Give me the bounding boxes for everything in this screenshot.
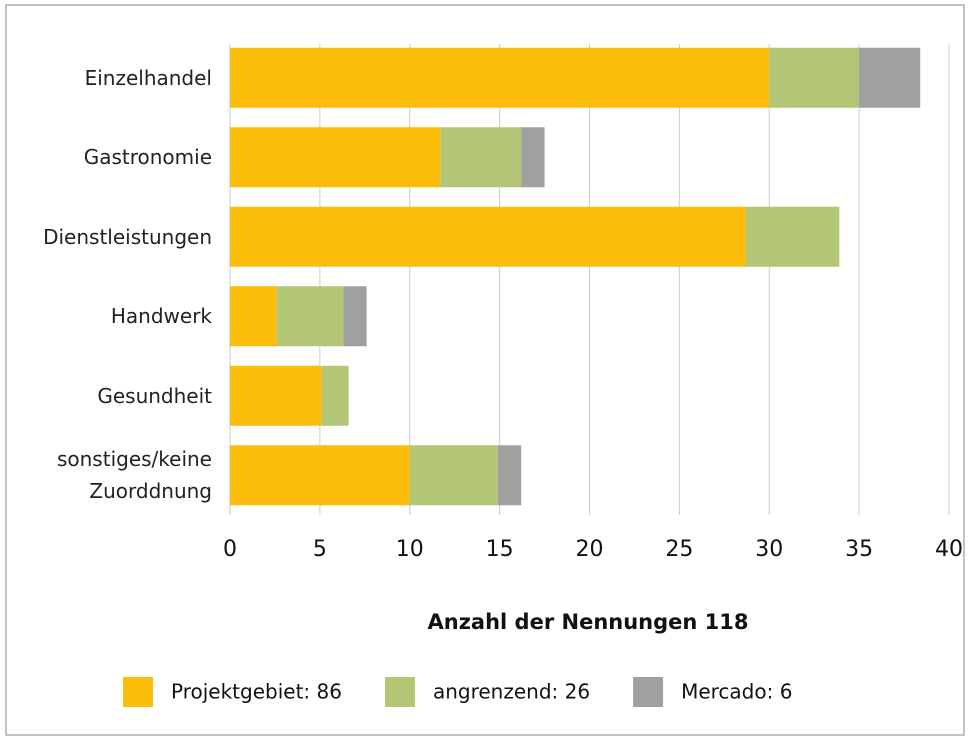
x-tick-label: 15 bbox=[486, 537, 514, 562]
x-tick-label: 40 bbox=[935, 537, 963, 562]
x-tick-label: 35 bbox=[845, 537, 873, 562]
category-label: Einzelhandel bbox=[84, 65, 212, 90]
category-label: Gesundheit bbox=[97, 383, 212, 408]
bar-segment bbox=[745, 206, 840, 267]
legend-label: Mercado: 6 bbox=[681, 680, 792, 704]
category-label: Gastronomie bbox=[83, 145, 212, 170]
bar-segment bbox=[230, 127, 441, 188]
legend-swatch bbox=[123, 677, 153, 707]
legend-swatch bbox=[384, 677, 415, 707]
legend-swatch bbox=[633, 677, 664, 707]
bar-segment bbox=[230, 445, 410, 506]
x-tick-label: 0 bbox=[223, 537, 237, 562]
bar-segment bbox=[276, 286, 344, 347]
bar-segment bbox=[521, 127, 545, 188]
bar-segment bbox=[409, 445, 498, 506]
category-label: Dienstleistungen bbox=[43, 224, 212, 249]
x-tick-label: 20 bbox=[576, 537, 604, 562]
bar-segment bbox=[321, 365, 349, 426]
legend-label: Projektgebiet: 86 bbox=[171, 680, 342, 704]
category-label: Handwerk bbox=[110, 304, 212, 329]
category-label: sonstiges/keine Zuorddnung bbox=[56, 447, 212, 504]
x-tick-label: 30 bbox=[755, 537, 783, 562]
bar-segment bbox=[343, 286, 367, 347]
bar-segment bbox=[769, 47, 860, 108]
bar-segment bbox=[230, 365, 322, 426]
legend-label: angrenzend: 26 bbox=[433, 680, 590, 704]
bar-segment bbox=[440, 127, 522, 188]
x-axis-title: Anzahl der Nennungen 118 bbox=[428, 610, 749, 634]
bar-segment bbox=[230, 47, 770, 108]
x-tick-label: 25 bbox=[665, 537, 693, 562]
bar-segment bbox=[230, 286, 277, 347]
x-tick-label: 5 bbox=[313, 537, 327, 562]
x-tick-label: 10 bbox=[396, 537, 424, 562]
frame bbox=[5, 4, 965, 736]
bar-segment bbox=[230, 206, 746, 267]
bar-segment bbox=[497, 445, 522, 506]
bar-segment bbox=[859, 47, 921, 108]
